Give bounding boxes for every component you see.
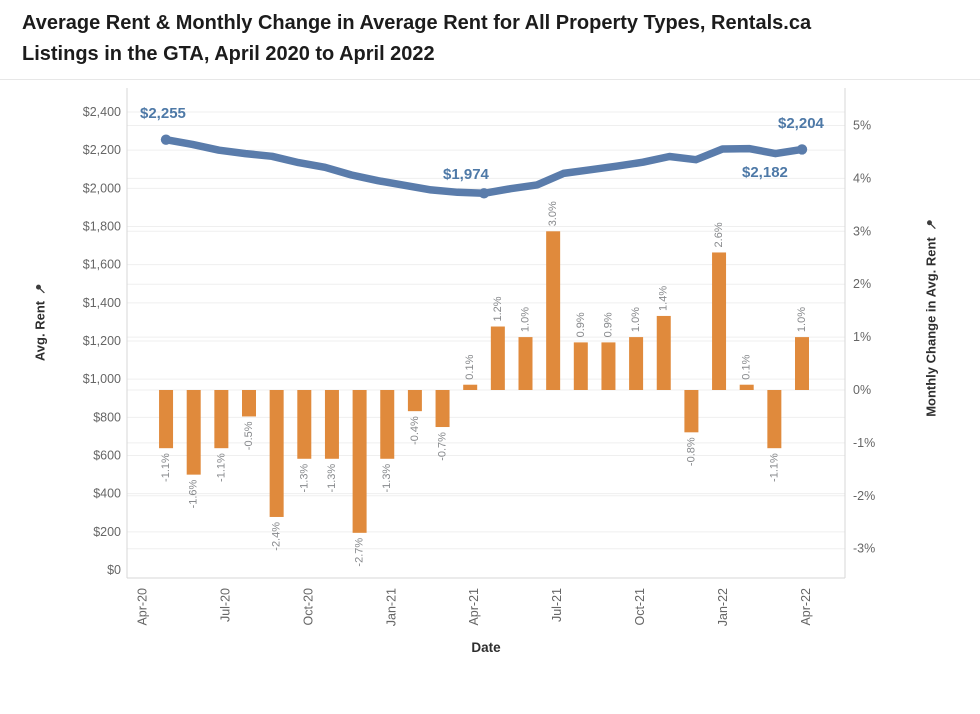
annotation-mar22: $2,182 <box>742 164 788 181</box>
right-tick-label: 2% <box>853 277 871 291</box>
change-bar[interactable] <box>656 315 671 390</box>
change-bar[interactable] <box>324 390 339 459</box>
chart-title-line2: Listings in the GTA, April 2020 to April… <box>22 43 435 65</box>
left-tick-label: $1,400 <box>83 296 121 310</box>
bar-value-label: -1.3% <box>326 464 338 493</box>
left-tick-label: $1,600 <box>83 258 121 272</box>
bar-value-label: 0.9% <box>602 312 614 337</box>
bar-value-label: -0.4% <box>409 416 421 445</box>
right-tick-label: 4% <box>853 171 871 185</box>
right-tick-label: 1% <box>853 330 871 344</box>
right-tick-label: 0% <box>853 383 871 397</box>
change-bar[interactable] <box>518 337 533 390</box>
change-bar[interactable] <box>712 252 727 390</box>
bar-value-label: -0.5% <box>243 421 255 450</box>
bar-value-label: -1.6% <box>188 479 200 508</box>
left-tick-label: $2,200 <box>83 143 121 157</box>
change-bar[interactable] <box>629 337 644 390</box>
right-tick-label: 3% <box>853 224 871 238</box>
left-tick-label: $0 <box>107 563 121 577</box>
line-point[interactable] <box>160 134 172 145</box>
left-tick-label: $1,200 <box>83 334 121 348</box>
chart-title-line1: Average Rent & Monthly Change in Average… <box>22 12 812 34</box>
bar-value-label: 1.2% <box>492 296 504 321</box>
right-tick-label: -1% <box>853 436 875 450</box>
left-tick-label: $200 <box>93 525 121 539</box>
title-divider <box>0 79 980 80</box>
right-axis-title-label: Monthly Change in Avg. Rent <box>923 237 939 417</box>
change-bar[interactable] <box>297 390 312 459</box>
change-bar[interactable] <box>739 384 754 390</box>
bar-value-label: 2.6% <box>713 222 725 247</box>
change-bar[interactable] <box>546 231 561 390</box>
change-bar[interactable] <box>795 337 809 390</box>
right-tick-label: -3% <box>853 542 875 556</box>
change-bar[interactable] <box>159 390 174 449</box>
pin-icon[interactable] <box>35 283 46 294</box>
left-tick-label: $1,800 <box>83 220 121 234</box>
x-tick-label[interactable]: Apr-21 <box>467 588 481 626</box>
bar-value-label: 1.0% <box>520 307 532 332</box>
bar-value-label: -1.3% <box>381 464 393 493</box>
chart-title: Average Rent & Monthly Change in Average… <box>22 8 962 70</box>
x-tick-label[interactable]: Jul-21 <box>550 588 564 622</box>
left-tick-label: $2,400 <box>83 105 121 119</box>
bar-value-label: 1.4% <box>658 286 670 311</box>
left-axis-title: Avg. Rent <box>33 283 48 361</box>
bar-value-label: -2.4% <box>271 522 283 551</box>
bar-value-label: -1.1% <box>160 453 172 482</box>
bar-value-label: -0.8% <box>685 437 697 466</box>
left-tick-label: $800 <box>93 410 121 424</box>
change-bar[interactable] <box>601 342 616 390</box>
bar-value-label: 0.1% <box>741 354 753 379</box>
bar-value-label: -1.1% <box>215 453 227 482</box>
change-bar[interactable] <box>380 390 395 459</box>
change-bar[interactable] <box>767 390 782 449</box>
bar-value-label: -1.1% <box>768 453 780 482</box>
bar-value-label: 0.1% <box>464 354 476 379</box>
line-point[interactable] <box>478 188 490 199</box>
right-tick-label: -2% <box>853 489 875 503</box>
x-tick-label[interactable]: Oct-21 <box>633 588 647 626</box>
bar-value-label: 1.0% <box>796 307 808 332</box>
change-bar[interactable] <box>269 390 284 517</box>
x-tick-label[interactable]: Apr-22 <box>799 588 813 626</box>
change-bar[interactable] <box>214 390 229 449</box>
left-tick-label: $600 <box>93 449 121 463</box>
left-tick-label: $400 <box>93 487 121 501</box>
left-tick-label: $1,000 <box>83 372 121 386</box>
left-tick-label: $2,000 <box>83 181 121 195</box>
change-bar[interactable] <box>463 384 478 390</box>
bar-value-label: 1.0% <box>630 307 642 332</box>
change-bar[interactable] <box>684 390 699 433</box>
annotation-apr20: $2,255 <box>140 105 186 122</box>
bar-value-label: 0.9% <box>575 312 587 337</box>
bar-value-label: 3.0% <box>547 201 559 226</box>
annotation-apr21: $1,974 <box>443 166 489 183</box>
right-axis-title: Monthly Change in Avg. Rent <box>924 219 939 417</box>
right-tick-label: 5% <box>853 119 871 133</box>
change-bar[interactable] <box>435 390 450 428</box>
change-bar[interactable] <box>407 390 422 412</box>
annotation-apr22: $2,204 <box>778 115 824 132</box>
change-bar[interactable] <box>573 342 588 390</box>
bar-value-label: -0.7% <box>437 432 449 461</box>
change-bar[interactable] <box>242 390 256 417</box>
x-tick-label[interactable]: Jan-22 <box>716 588 730 626</box>
bar-value-label: -2.7% <box>354 538 366 567</box>
line-point[interactable] <box>796 144 808 155</box>
x-tick-label[interactable]: Jul-20 <box>218 588 232 622</box>
x-tick-label[interactable]: Apr-20 <box>135 588 149 626</box>
change-bar[interactable] <box>352 390 367 533</box>
bar-value-label: -1.3% <box>298 464 310 493</box>
x-axis-title: Date <box>471 640 501 655</box>
x-tick-label[interactable]: Oct-20 <box>301 588 315 626</box>
change-bar[interactable] <box>186 390 201 475</box>
pin-icon[interactable] <box>926 219 937 230</box>
x-tick-label[interactable]: Jan-21 <box>384 588 398 626</box>
left-axis-title-label: Avg. Rent <box>32 300 48 362</box>
change-bar[interactable] <box>490 326 505 390</box>
